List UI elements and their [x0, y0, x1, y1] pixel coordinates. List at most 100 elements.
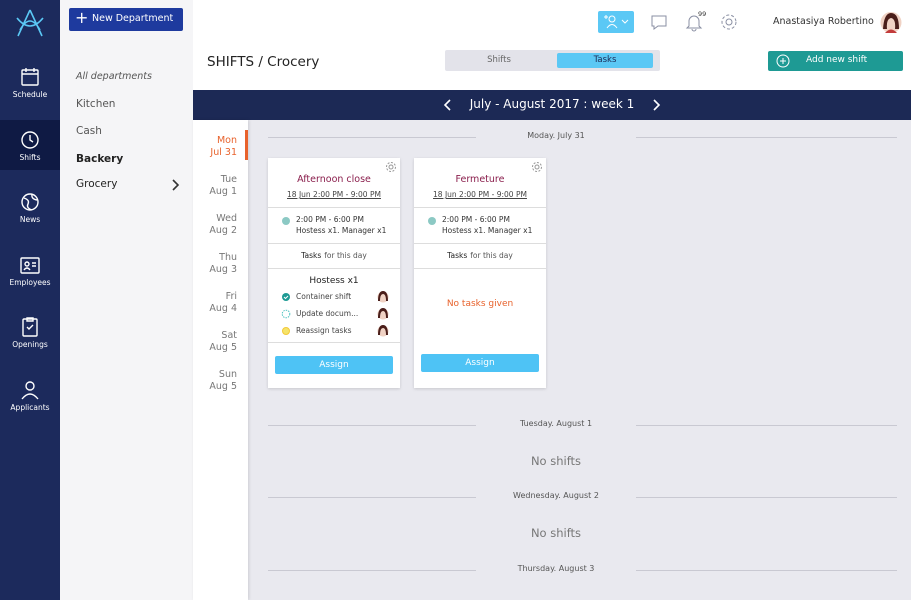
nav-icon [21, 130, 39, 149]
day-name[interactable]: Fri [225, 291, 237, 302]
shift-staff: Hostess x1. Manager x1 [296, 226, 387, 235]
day-date[interactable]: Aug 5 [209, 342, 237, 353]
tasks-heading: Tasks for this day [414, 251, 546, 260]
new-department-button[interactable] [69, 8, 183, 31]
shift-staff: Hostess x1. Manager x1 [442, 226, 533, 235]
card-settings [386, 162, 396, 172]
notification-count: 99 [698, 10, 707, 18]
nav-icon [21, 381, 39, 400]
section-heading: Thursday. August 3 [476, 564, 636, 573]
chevron [172, 179, 180, 191]
task-name[interactable]: Reassign tasks [296, 326, 352, 335]
settings-icon[interactable] [720, 13, 738, 31]
department-item[interactable]: Kitchen [76, 98, 116, 110]
task-status [282, 293, 290, 301]
day-name[interactable]: Thu [219, 252, 237, 263]
top-bar [193, 0, 911, 90]
button-label[interactable]: New Department [92, 13, 174, 24]
shift-time: 2:00 PM - 6:00 PM [442, 215, 510, 224]
day-date[interactable]: Aug 2 [209, 225, 237, 236]
tasks-heading: Tasks for this day [268, 251, 400, 260]
department-item[interactable]: Grocery [76, 178, 118, 190]
department-item[interactable]: All departments [76, 71, 152, 82]
tasks-suffix: for this day [324, 251, 367, 260]
day-name[interactable]: Sun [218, 369, 237, 380]
tab[interactable]: Shifts [487, 55, 511, 65]
task-assignee [377, 308, 389, 320]
task-name[interactable]: Update docum... [296, 309, 359, 318]
card-date: 18 Jun 2:00 PM - 9:00 PM [433, 190, 527, 199]
tasks-label: Tasks [301, 251, 322, 260]
card-separator [414, 268, 546, 269]
nav-item[interactable]: Schedule [12, 90, 48, 99]
day-date[interactable]: Aug 1 [209, 186, 237, 197]
department-item[interactable]: Backery [76, 153, 124, 165]
user-name[interactable]: Anastasiya Robertino [773, 16, 874, 27]
no-tasks: No tasks given [446, 299, 514, 309]
nav-item[interactable]: Shifts [19, 152, 41, 162]
task-role: Hostess x1 [309, 276, 359, 286]
day-name[interactable]: Mon [216, 135, 237, 146]
card-separator [414, 243, 546, 244]
empty-state: No shifts [530, 454, 582, 468]
nav-icon [21, 68, 39, 86]
nav-icon [21, 193, 39, 211]
day-date[interactable]: Aug 5 [209, 381, 237, 392]
nav-item[interactable]: Openings [12, 340, 48, 350]
add-shift-icon [776, 54, 790, 68]
shift-card [268, 158, 400, 388]
section-heading: Wednesday. August 2 [476, 491, 636, 500]
chat-icon[interactable] [650, 13, 668, 31]
nav-item[interactable]: Employees [9, 277, 51, 287]
card-separator [268, 207, 400, 208]
task-status [282, 327, 290, 335]
plus-icon: + [75, 8, 89, 27]
card-separator [414, 207, 546, 208]
add-user-button[interactable] [598, 11, 634, 33]
assign-button[interactable]: Assign [275, 356, 393, 374]
nav-active [0, 119, 60, 170]
tasks-label: Tasks [447, 251, 468, 260]
task-assignee [377, 325, 389, 337]
department-panel [60, 0, 193, 600]
status-dot [428, 217, 436, 225]
card-title: Fermeture [455, 174, 505, 185]
day-indicator [245, 130, 248, 160]
department-item[interactable]: Cash [76, 125, 102, 137]
day-name[interactable]: Wed [216, 213, 237, 224]
tab[interactable]: Tasks [557, 53, 653, 68]
task-assignee [377, 291, 389, 303]
shift-card [414, 158, 546, 388]
card-title: Afternoon close [297, 174, 371, 185]
week-bar [193, 90, 911, 120]
day-column [193, 120, 248, 600]
button-label[interactable]: Add new shift [806, 55, 868, 65]
assign-button[interactable]: Assign [421, 354, 539, 372]
logo [16, 9, 44, 37]
day-date[interactable]: Jul 31 [210, 147, 237, 158]
empty-state: No shifts [530, 526, 582, 540]
card-separator [268, 268, 400, 269]
nav-icon [20, 257, 40, 274]
nav-item[interactable]: News [19, 215, 41, 225]
section-heading: Tuesday. August 1 [476, 419, 636, 428]
tasks-suffix: for this day [470, 251, 513, 260]
day-name[interactable]: Sat [221, 330, 237, 341]
side-nav [0, 0, 60, 600]
prev-week[interactable] [440, 97, 454, 113]
shift-time: 2:00 PM - 6:00 PM [296, 215, 364, 224]
status-dot [282, 217, 290, 225]
bell-icon[interactable] [685, 12, 703, 32]
add-shift-button[interactable] [768, 51, 903, 71]
nav-item[interactable]: Applicants [10, 403, 50, 412]
next-week[interactable] [650, 97, 664, 113]
day-date[interactable]: Aug 3 [209, 264, 237, 275]
user-avatar[interactable] [880, 11, 902, 34]
card-settings [532, 162, 542, 172]
day-date[interactable]: Aug 4 [209, 303, 237, 314]
day-name[interactable]: Tue [220, 174, 237, 185]
section-heading: Moday. July 31 [476, 131, 636, 140]
task-name[interactable]: Container shift [296, 292, 352, 301]
nav-icon [22, 317, 38, 338]
